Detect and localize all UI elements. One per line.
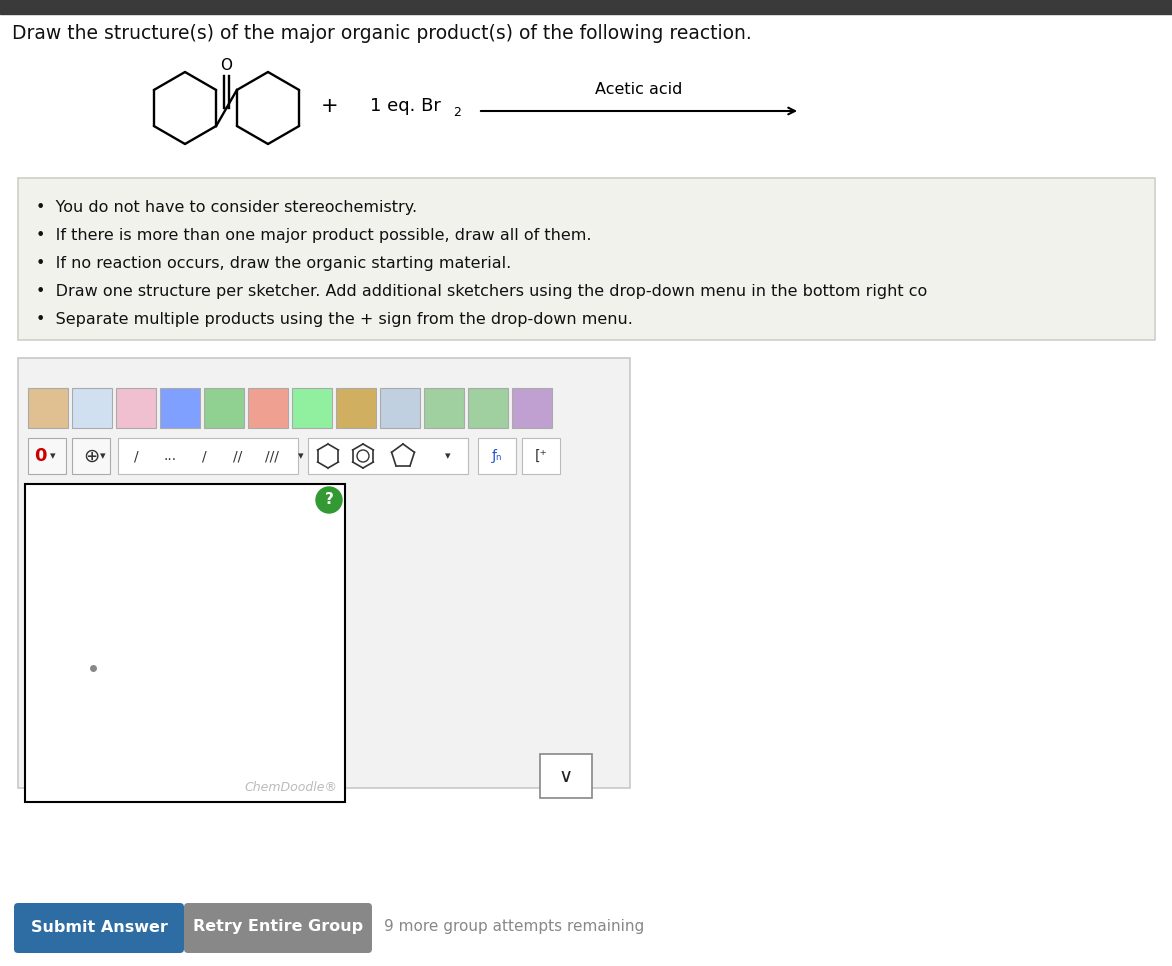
Text: /: / xyxy=(202,449,206,463)
Text: ▾: ▾ xyxy=(298,451,304,461)
Text: Submit Answer: Submit Answer xyxy=(30,920,168,934)
Text: Retry Entire Group: Retry Entire Group xyxy=(193,920,363,934)
Text: ▾: ▾ xyxy=(100,451,105,461)
Text: •  If there is more than one major product possible, draw all of them.: • If there is more than one major produc… xyxy=(36,228,592,243)
Text: ...: ... xyxy=(163,449,177,463)
Bar xyxy=(118,438,298,474)
Bar xyxy=(28,438,66,474)
Text: 2: 2 xyxy=(454,105,461,119)
Bar xyxy=(540,754,592,798)
Text: ▾: ▾ xyxy=(50,451,56,461)
Bar xyxy=(522,438,560,474)
Bar xyxy=(18,178,1154,340)
FancyBboxPatch shape xyxy=(184,903,372,953)
Text: •  You do not have to consider stereochemistry.: • You do not have to consider stereochem… xyxy=(36,200,417,215)
Bar xyxy=(380,388,420,428)
Bar xyxy=(28,388,68,428)
Bar xyxy=(336,388,376,428)
Text: +: + xyxy=(321,96,339,116)
Text: 9 more group attempts remaining: 9 more group attempts remaining xyxy=(384,920,645,934)
Bar xyxy=(71,438,110,474)
Bar xyxy=(71,388,113,428)
Text: ⊕: ⊕ xyxy=(83,446,100,466)
Text: ∨: ∨ xyxy=(559,766,573,785)
Text: 0: 0 xyxy=(34,447,46,465)
Text: ▾: ▾ xyxy=(445,451,451,461)
FancyBboxPatch shape xyxy=(14,903,184,953)
Bar xyxy=(424,388,464,428)
Text: O: O xyxy=(220,58,232,73)
Text: [⁺: [⁺ xyxy=(534,449,547,463)
Text: •  Draw one structure per sketcher. Add additional sketchers using the drop-down: • Draw one structure per sketcher. Add a… xyxy=(36,284,927,299)
Bar xyxy=(204,388,244,428)
Circle shape xyxy=(316,487,342,513)
Text: Acetic acid: Acetic acid xyxy=(595,82,682,97)
Text: Draw the structure(s) of the major organic product(s) of the following reaction.: Draw the structure(s) of the major organ… xyxy=(12,24,751,43)
Bar xyxy=(161,388,200,428)
Bar xyxy=(248,388,288,428)
Bar xyxy=(0,0,1172,14)
Text: ///: /// xyxy=(265,449,279,463)
Bar xyxy=(116,388,156,428)
Bar xyxy=(292,388,332,428)
Text: /: / xyxy=(134,449,138,463)
Bar xyxy=(468,388,507,428)
Text: //: // xyxy=(233,449,243,463)
Text: ƒₙ: ƒₙ xyxy=(492,449,503,463)
Text: •  If no reaction occurs, draw the organic starting material.: • If no reaction occurs, draw the organi… xyxy=(36,256,511,271)
Bar xyxy=(308,438,468,474)
Bar xyxy=(18,358,631,788)
Text: 1 eq. Br: 1 eq. Br xyxy=(370,97,441,115)
Text: ?: ? xyxy=(325,493,334,507)
Bar xyxy=(512,388,552,428)
Text: ChemDoodle®: ChemDoodle® xyxy=(244,781,338,794)
Bar xyxy=(478,438,516,474)
Bar xyxy=(25,484,345,802)
Text: •  Separate multiple products using the + sign from the drop-down menu.: • Separate multiple products using the +… xyxy=(36,312,633,327)
